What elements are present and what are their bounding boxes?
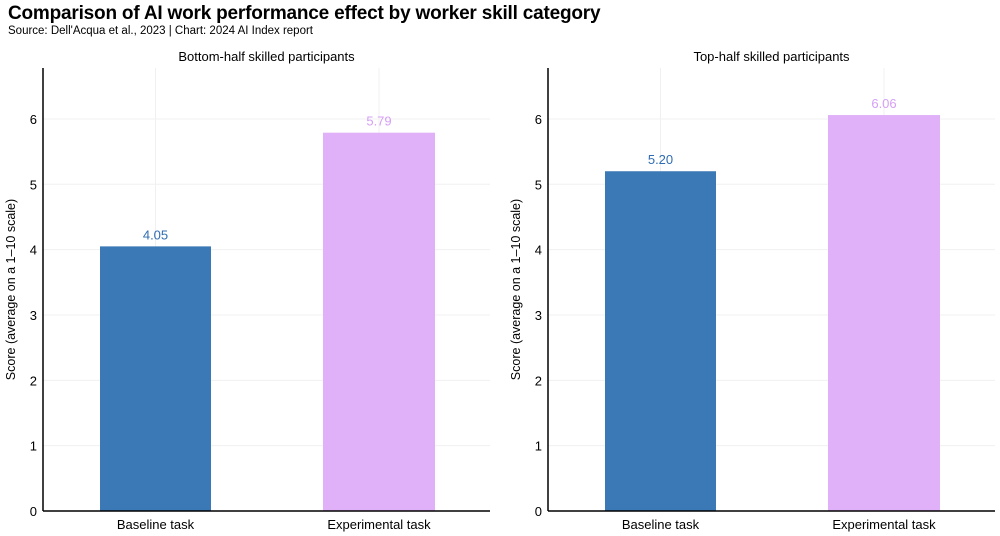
data-label: 5.79 xyxy=(366,114,391,129)
y-tick-label: 6 xyxy=(535,112,542,127)
panel-title: Top-half skilled participants xyxy=(693,49,850,64)
data-label: 5.20 xyxy=(648,152,673,167)
y-tick-label: 3 xyxy=(535,308,542,323)
y-tick-label: 0 xyxy=(30,504,37,519)
y-tick-label: 5 xyxy=(535,177,542,192)
y-tick-label: 3 xyxy=(30,308,37,323)
y-tick-label: 5 xyxy=(30,177,37,192)
chart-subtitle: Source: Dell'Acqua et al., 2023 | Chart:… xyxy=(8,25,314,37)
y-tick-label: 0 xyxy=(535,504,542,519)
x-tick-label: Baseline task xyxy=(622,517,700,532)
y-tick-label: 6 xyxy=(30,112,37,127)
bar-experimental xyxy=(323,132,435,511)
x-tick-label: Experimental task xyxy=(832,517,936,532)
y-tick-label: 4 xyxy=(30,243,37,258)
y-axis-label: Score (average on a 1–10 scale) xyxy=(4,199,18,380)
y-tick-label: 1 xyxy=(30,439,37,454)
bar-experimental xyxy=(828,115,940,511)
y-tick-label: 4 xyxy=(535,243,542,258)
y-tick-label: 1 xyxy=(535,439,542,454)
x-tick-label: Baseline task xyxy=(117,517,195,532)
y-tick-label: 2 xyxy=(535,373,542,388)
bar-baseline xyxy=(100,246,211,511)
chart-title: Comparison of AI work performance effect… xyxy=(8,3,601,24)
panel-title: Bottom-half skilled participants xyxy=(178,49,355,64)
x-tick-label: Experimental task xyxy=(327,517,431,532)
data-label: 6.06 xyxy=(871,96,896,111)
data-label: 4.05 xyxy=(143,227,168,242)
bar-baseline xyxy=(605,171,716,511)
y-tick-label: 2 xyxy=(30,373,37,388)
y-axis-label: Score (average on a 1–10 scale) xyxy=(509,199,523,380)
